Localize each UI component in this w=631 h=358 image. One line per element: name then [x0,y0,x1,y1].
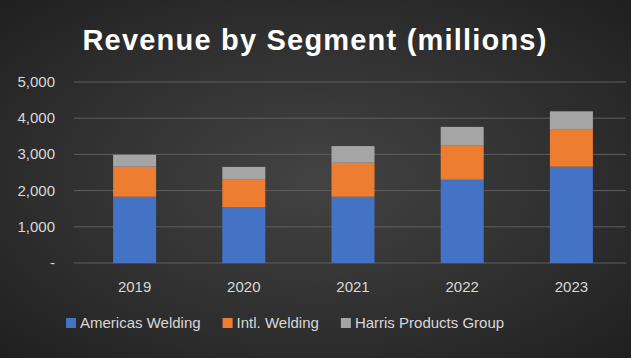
bar [332,197,375,263]
legend-swatch [341,318,351,328]
x-tick-label: 2022 [446,278,479,295]
y-tick-label: 2,000 [17,182,55,199]
bar [332,163,375,197]
chart: Revenue by Segment (millions) - 1,000 2,000… [0,0,631,358]
y-tick-label: 5,000 [17,73,55,90]
x-tick-label: 2020 [227,278,260,295]
bar [441,146,484,180]
bar [222,167,265,180]
legend-swatch [223,318,233,328]
bar [332,146,375,163]
legend-label: Americas Welding [80,314,201,331]
legend: Americas Welding Intl. Welding Harris Prod… [66,314,504,331]
bar [441,180,484,263]
x-tick-label: 2021 [336,278,369,295]
bar [550,129,593,167]
bars [113,111,593,263]
y-tick-label: 1,000 [17,218,55,235]
x-tick-label: 2019 [118,278,151,295]
bar [222,207,265,263]
grid-line [74,82,626,83]
bar [113,197,156,263]
legend-swatch [66,318,76,328]
y-tick-label: 3,000 [17,145,55,162]
bar [113,167,156,197]
x-tick-label: 2023 [555,278,588,295]
legend-label: Intl. Welding [237,314,319,331]
y-tick-label: 4,000 [17,109,55,126]
bar [222,180,265,208]
grid-line [74,118,626,119]
bar [550,167,593,263]
bar [113,155,156,167]
legend-label: Harris Products Group [355,314,504,331]
title: Revenue by Segment (millions) [82,24,547,56]
bar [441,127,484,146]
y-tick-label: - [50,254,55,271]
bar [550,111,593,129]
